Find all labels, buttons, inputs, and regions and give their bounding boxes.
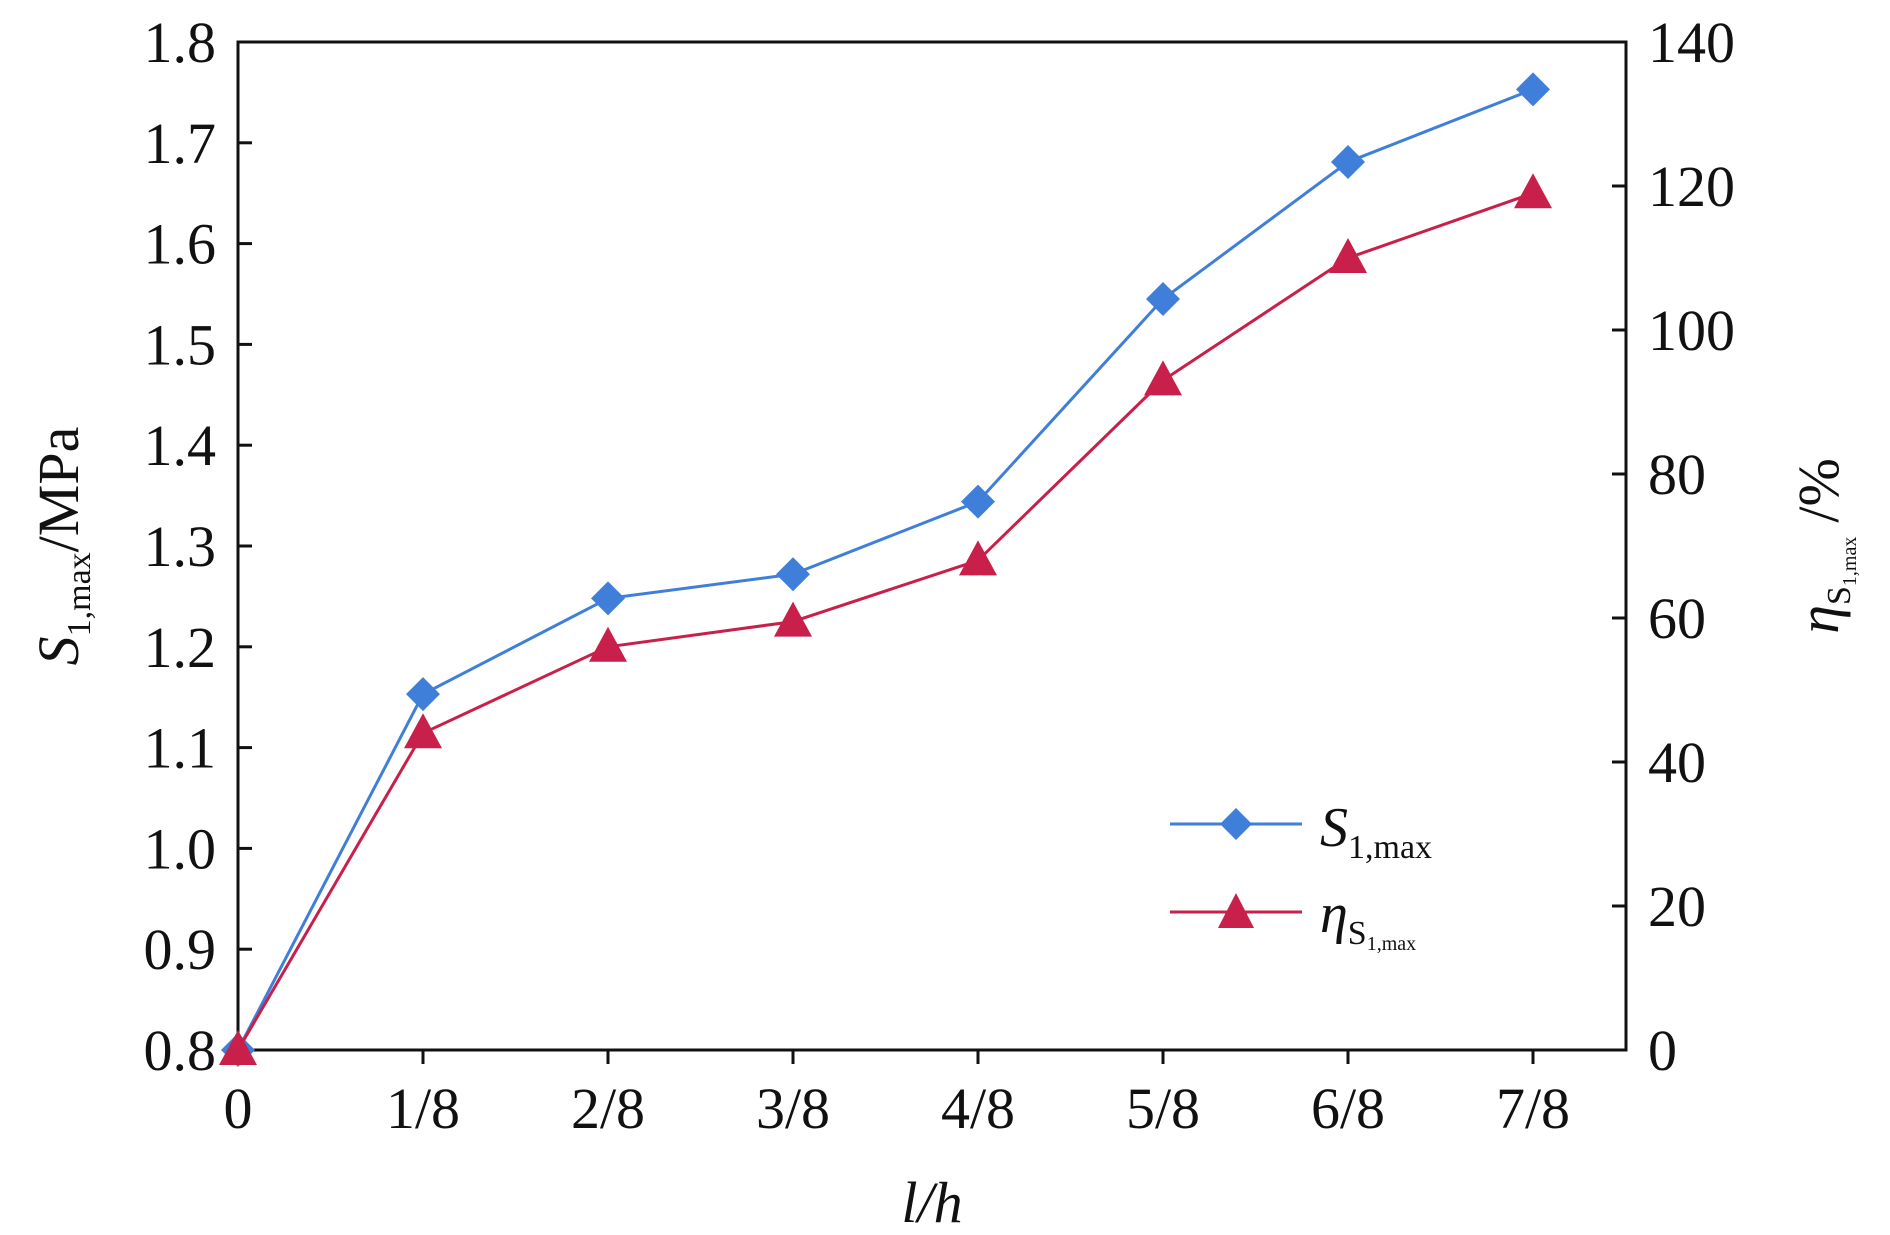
x-tick-label: 7/8	[1496, 1076, 1570, 1141]
x-tick-label: 2/8	[571, 1076, 645, 1141]
svg-text:ηS1,max/%: ηS1,max /%	[1786, 458, 1861, 634]
y-axis-left-title-sub: 1,max	[61, 552, 98, 636]
y2-tick-label: 120	[1648, 154, 1735, 219]
data-point-diamond	[591, 581, 625, 616]
x-tick-label: 0	[224, 1076, 253, 1141]
y-axis-right: 0 20 40 60 80 100 120 140	[1612, 10, 1735, 1083]
y2-tick-label: 20	[1648, 874, 1706, 939]
y-tick-label: 1.6	[144, 212, 217, 277]
data-point-triangle	[774, 601, 812, 637]
data-point-diamond	[961, 484, 995, 519]
y-tick-label: 0.8	[144, 1018, 217, 1083]
series-line-eta	[236, 191, 1534, 1051]
y-axis-left-title-main: S	[26, 636, 91, 665]
plot-area	[236, 40, 1628, 1052]
data-point-diamond	[1516, 72, 1550, 107]
legend: S1,max ηS1,max	[1170, 797, 1432, 955]
y-tick-label: 1.0	[144, 816, 217, 881]
legend-marker-triangle	[1218, 893, 1254, 928]
y-axis-right-title-sub: S	[1821, 586, 1858, 605]
data-point-diamond	[776, 557, 810, 592]
y-tick-label: 1.4	[144, 413, 217, 478]
y-axis-right-title-unit: /%	[1786, 458, 1851, 522]
y-tick-label: 1.5	[144, 312, 217, 377]
x-tick-label: 1/8	[386, 1076, 460, 1141]
legend-label-s1max: S1,max	[1320, 797, 1432, 866]
y-axis-left: 0.8 0.9 1.0 1.1 1.2 1.3 1.4 1.5 1.6 1.7 1.8	[144, 10, 252, 1083]
x-tick-label: 3/8	[756, 1076, 830, 1141]
y2-tick-label: 80	[1648, 442, 1706, 507]
series-line-s1max	[236, 87, 1534, 1051]
x-tick-label: 6/8	[1311, 1076, 1385, 1141]
data-point-triangle	[1329, 238, 1367, 273]
y-axis-right-title: ηS1,max /%	[1786, 458, 1861, 634]
y-tick-label: 1.8	[144, 10, 217, 75]
data-point-triangle	[589, 626, 627, 662]
y2-tick-label: 100	[1648, 298, 1735, 363]
y-tick-label: 0.9	[144, 917, 217, 982]
data-point-diamond	[1146, 282, 1180, 317]
x-axis-title: l/h	[901, 1170, 962, 1235]
data-point-triangle	[219, 1030, 257, 1065]
y-tick-label: 1.1	[144, 716, 217, 781]
series-layer	[219, 72, 1552, 1067]
y2-tick-label: 0	[1648, 1018, 1677, 1083]
x-tick-label: 5/8	[1126, 1076, 1200, 1141]
x-tick-label: 4/8	[941, 1076, 1015, 1141]
x-axis: 0 1/8 2/8 3/8 4/8 5/8 6/8 7/8	[224, 1050, 1570, 1141]
y-tick-label: 1.7	[144, 111, 217, 176]
y2-tick-label: 140	[1648, 10, 1735, 75]
y-tick-label: 1.2	[144, 615, 217, 680]
data-point-triangle	[404, 713, 442, 749]
y-axis-left-title: S1,max/MPa	[26, 427, 98, 666]
data-point-triangle	[959, 540, 997, 576]
legend-label-eta: ηS1,max	[1320, 883, 1416, 955]
svg-text:S1,max/MPa: S1,max/MPa	[26, 427, 98, 666]
y-axis-right-title-subsub: 1,max	[1839, 537, 1861, 586]
data-point-triangle	[1514, 173, 1552, 209]
y-axis-right-title-main: η	[1786, 605, 1851, 634]
data-point-triangle	[1144, 360, 1182, 396]
data-point-diamond	[1331, 144, 1365, 179]
legend-marker-diamond	[1220, 808, 1252, 840]
y2-tick-label: 40	[1648, 730, 1706, 795]
y2-tick-label: 60	[1648, 586, 1706, 651]
data-point-diamond	[406, 677, 440, 712]
y-axis-left-title-unit: /MPa	[26, 427, 91, 553]
y-tick-label: 1.3	[144, 514, 217, 579]
